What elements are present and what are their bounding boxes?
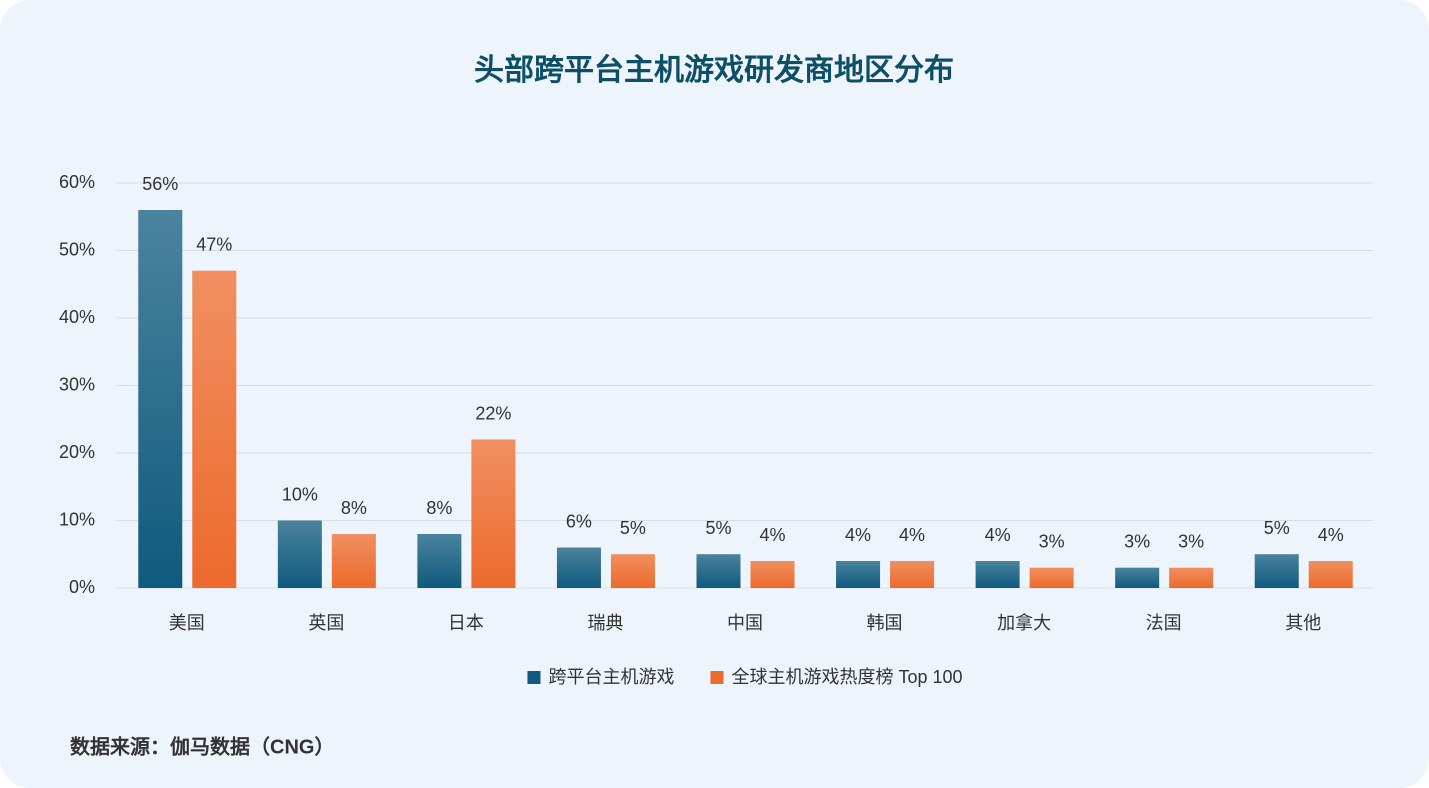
y-tick-label: 20% [59,442,95,462]
legend-swatch [527,671,541,684]
value-label: 22% [475,403,511,423]
bar-shine [417,534,462,588]
bar-shine [750,561,795,588]
value-label: 56% [142,174,178,194]
value-label: 5% [705,518,731,538]
value-label: 4% [845,525,871,545]
value-label: 47% [196,235,232,255]
x-tick-label: 韩国 [867,613,903,633]
value-label: 5% [1264,518,1290,538]
bar-shine [1115,567,1160,588]
x-tick-label: 美国 [169,613,205,633]
x-tick-label: 法国 [1146,613,1182,633]
legend-swatch [710,671,724,684]
bar-shine [192,270,237,588]
bar-shine [1308,561,1353,588]
value-label: 4% [1318,525,1344,545]
bar-shine [331,534,376,588]
legend-label: 跨平台主机游戏 [548,667,674,687]
bar-shine [836,561,881,588]
bar-shine [138,210,183,588]
y-tick-label: 10% [59,509,95,529]
x-tick-label: 日本 [448,613,484,633]
bar-shine [890,561,935,588]
legend-label: 全球主机游戏热度榜 Top 100 [731,667,962,687]
y-tick-label: 60% [59,172,95,192]
value-label: 3% [1178,532,1204,552]
value-label: 4% [985,525,1011,545]
y-tick-label: 40% [59,307,95,327]
value-label: 6% [566,511,592,531]
bar-shine [1029,567,1074,588]
value-label: 3% [1039,532,1065,552]
value-label: 3% [1124,532,1150,552]
x-tick-label: 加拿大 [997,612,1051,633]
x-tick-label: 英国 [308,613,344,633]
source-note: 数据来源：伽马数据（CNG） [70,734,334,758]
chart-title: 头部跨平台主机游戏研发商地区分布 [474,53,954,87]
value-label: 4% [759,525,785,545]
y-tick-label: 0% [69,577,95,597]
x-tick-label: 中国 [727,613,763,633]
bar-shine [610,554,655,588]
x-tick-label: 其他 [1285,613,1321,633]
value-label: 4% [899,525,925,545]
bar-shine [1254,554,1299,588]
y-tick-label: 30% [59,374,95,394]
bar-shine [556,547,601,588]
x-tick-label: 瑞典 [587,613,623,633]
bar-shine [975,561,1020,588]
bar-shine [696,554,741,588]
bar-shine [1169,567,1214,588]
y-tick-label: 50% [59,239,95,259]
bar-shine [277,520,322,588]
value-label: 8% [426,498,452,518]
value-label: 5% [620,518,646,538]
bar-shine [471,439,516,588]
value-label: 10% [282,484,318,504]
value-label: 8% [341,498,367,518]
